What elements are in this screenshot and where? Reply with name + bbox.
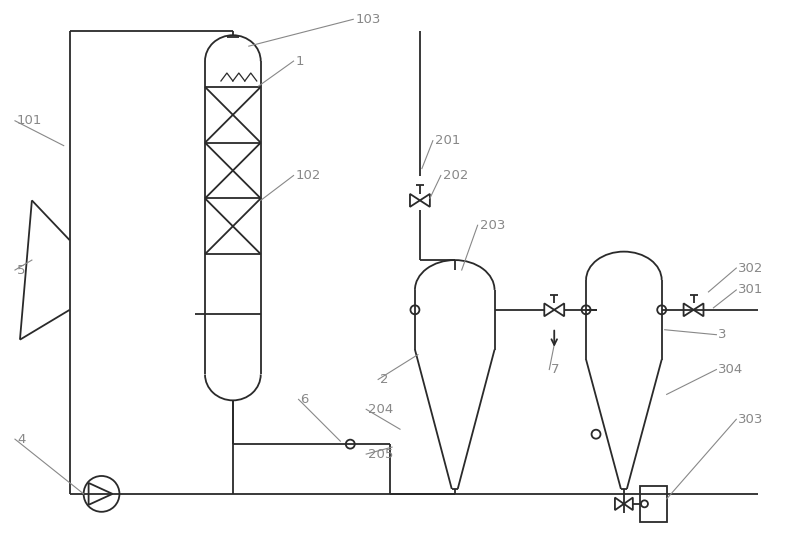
Text: 204: 204 [368, 403, 393, 416]
Text: 303: 303 [739, 412, 764, 426]
Bar [639, 486, 667, 522]
Text: 1: 1 [296, 54, 304, 68]
Text: 101: 101 [17, 114, 42, 127]
Text: 103: 103 [356, 13, 381, 26]
Text: 203: 203 [480, 219, 505, 232]
Text: 304: 304 [718, 363, 743, 376]
Text: 5: 5 [17, 263, 26, 277]
Text: 102: 102 [296, 169, 321, 182]
Text: 202: 202 [443, 169, 468, 182]
Text: 3: 3 [718, 328, 727, 341]
Text: 302: 302 [739, 262, 764, 274]
Text: 6: 6 [301, 393, 309, 406]
Text: 201: 201 [435, 134, 461, 147]
Text: 205: 205 [368, 448, 393, 460]
Text: 301: 301 [739, 283, 764, 296]
Text: 2: 2 [380, 373, 389, 386]
Text: 7: 7 [551, 363, 560, 376]
Text: 4: 4 [17, 433, 25, 446]
